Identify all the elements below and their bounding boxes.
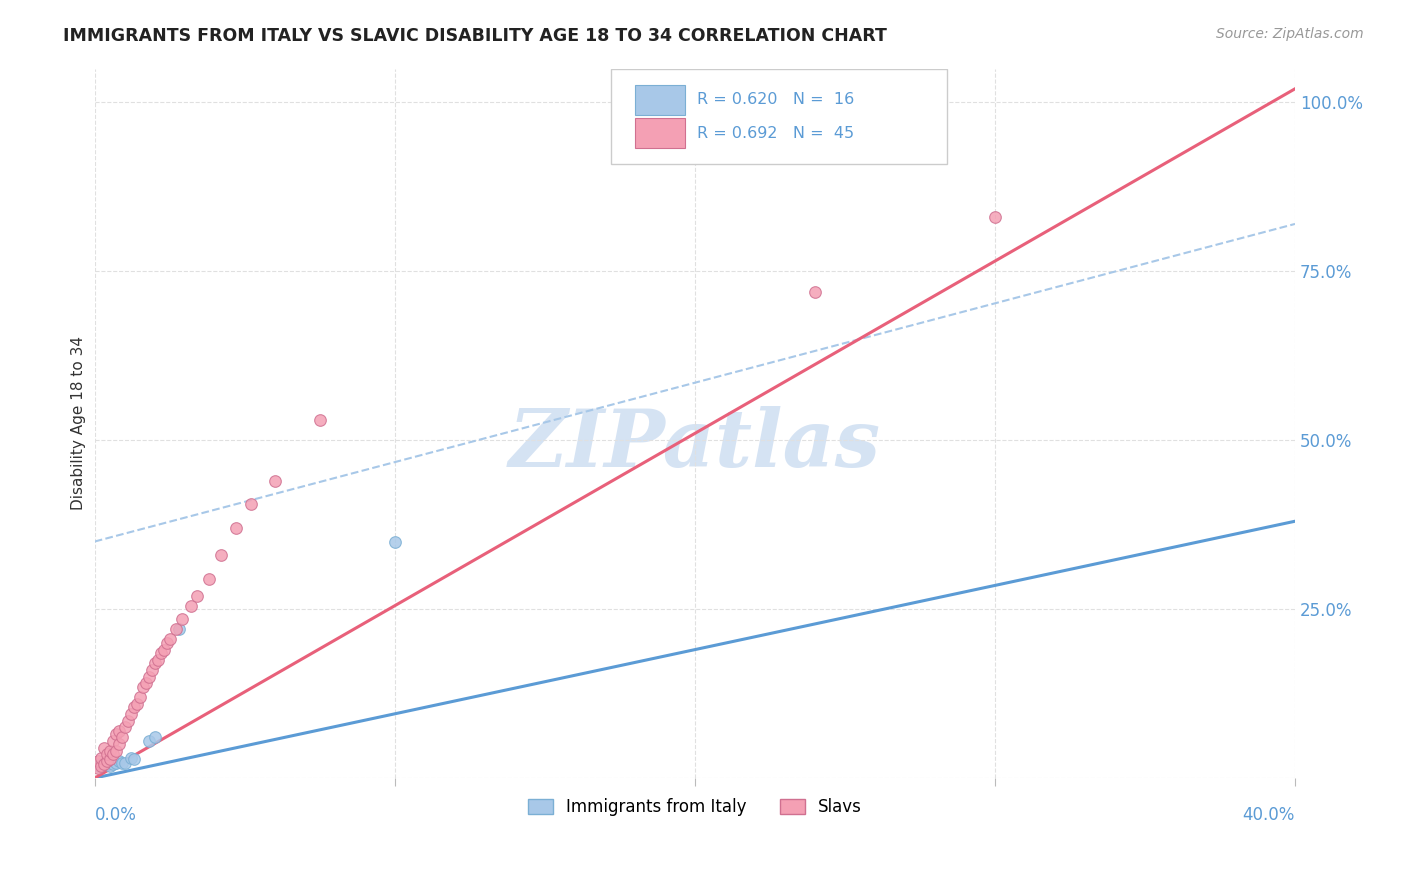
Point bbox=[143, 731, 166, 745]
FancyBboxPatch shape bbox=[636, 85, 685, 115]
Point bbox=[111, 731, 134, 745]
Point bbox=[263, 474, 285, 488]
Point bbox=[165, 623, 187, 637]
Point bbox=[141, 663, 163, 677]
Point bbox=[170, 612, 193, 626]
Point bbox=[86, 761, 108, 775]
Point bbox=[138, 734, 160, 748]
Point bbox=[101, 734, 124, 748]
Y-axis label: Disability Age 18 to 34: Disability Age 18 to 34 bbox=[72, 336, 86, 510]
Point bbox=[86, 759, 108, 773]
FancyBboxPatch shape bbox=[636, 118, 685, 148]
Point bbox=[96, 756, 118, 771]
FancyBboxPatch shape bbox=[610, 69, 946, 164]
Text: 40.0%: 40.0% bbox=[1243, 806, 1295, 824]
Point bbox=[111, 756, 134, 771]
Point bbox=[197, 572, 219, 586]
Point bbox=[98, 744, 121, 758]
Point bbox=[107, 723, 129, 738]
Point bbox=[122, 752, 145, 766]
Legend: Immigrants from Italy, Slavs: Immigrants from Italy, Slavs bbox=[522, 791, 869, 823]
Point bbox=[138, 670, 160, 684]
Point bbox=[107, 737, 129, 751]
Point bbox=[107, 754, 129, 768]
Point bbox=[93, 740, 115, 755]
Point bbox=[86, 754, 108, 768]
Point bbox=[135, 676, 157, 690]
Point bbox=[93, 756, 115, 771]
Point bbox=[101, 757, 124, 772]
Point bbox=[180, 599, 202, 613]
Point bbox=[90, 757, 112, 772]
Point bbox=[90, 750, 112, 764]
Point bbox=[114, 756, 136, 771]
Point bbox=[186, 589, 208, 603]
Point bbox=[114, 720, 136, 734]
Point bbox=[159, 632, 181, 647]
Point bbox=[122, 700, 145, 714]
Point bbox=[128, 690, 150, 704]
Point bbox=[104, 744, 127, 758]
Text: ZIPatlas: ZIPatlas bbox=[509, 406, 882, 483]
Point bbox=[104, 727, 127, 741]
Point bbox=[96, 754, 118, 768]
Point bbox=[98, 759, 121, 773]
Point bbox=[984, 210, 1007, 224]
Point bbox=[384, 534, 406, 549]
Point bbox=[167, 623, 190, 637]
Point bbox=[117, 714, 139, 728]
Point bbox=[125, 697, 148, 711]
Point bbox=[143, 656, 166, 670]
Point bbox=[146, 653, 169, 667]
Text: R = 0.620   N =  16: R = 0.620 N = 16 bbox=[697, 92, 855, 107]
Text: Source: ZipAtlas.com: Source: ZipAtlas.com bbox=[1216, 27, 1364, 41]
Point bbox=[149, 646, 172, 660]
Point bbox=[98, 752, 121, 766]
Point bbox=[96, 747, 118, 762]
Point bbox=[239, 497, 262, 511]
Point bbox=[132, 680, 155, 694]
Point bbox=[156, 636, 179, 650]
Text: 0.0%: 0.0% bbox=[94, 806, 136, 824]
Point bbox=[209, 548, 232, 562]
Point bbox=[225, 521, 247, 535]
Text: R = 0.692   N =  45: R = 0.692 N = 45 bbox=[697, 126, 855, 141]
Point bbox=[120, 750, 142, 764]
Point bbox=[90, 759, 112, 773]
Point bbox=[152, 642, 174, 657]
Text: IMMIGRANTS FROM ITALY VS SLAVIC DISABILITY AGE 18 TO 34 CORRELATION CHART: IMMIGRANTS FROM ITALY VS SLAVIC DISABILI… bbox=[63, 27, 887, 45]
Point bbox=[308, 413, 330, 427]
Point bbox=[101, 747, 124, 762]
Point bbox=[804, 285, 827, 299]
Point bbox=[93, 757, 115, 772]
Point bbox=[104, 756, 127, 771]
Point bbox=[120, 706, 142, 721]
